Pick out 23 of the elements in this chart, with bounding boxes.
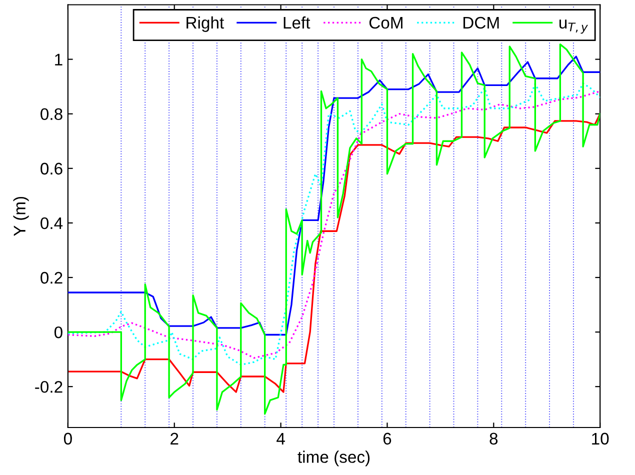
y-tick-label: -0.2 — [35, 380, 62, 393]
y-tick-label: 0.2 — [40, 272, 62, 284]
y-tick-label: 0.6 — [40, 162, 62, 175]
x-tick-label: 2 — [170, 432, 178, 444]
legend-label: Left — [284, 16, 310, 29]
legend-label: DCM — [463, 16, 499, 29]
x-tick-label: 0 — [64, 432, 72, 445]
y-tick-label: 0.8 — [40, 108, 62, 120]
line-series — [68, 56, 600, 336]
line-series — [68, 113, 600, 393]
y-axis-title: Y (m) — [13, 196, 29, 236]
y-tick-label: 0.4 — [40, 217, 63, 230]
y-tick-label: 1 — [55, 54, 62, 66]
x-tick-label: 4 — [276, 432, 285, 444]
x-tick-label: 6 — [383, 432, 392, 445]
x-tick-label: 10 — [592, 432, 609, 445]
x-axis-title: time (sec) — [298, 450, 370, 466]
line-series — [68, 43, 600, 415]
legend-label: Right — [186, 16, 224, 32]
legend-label: CoM — [369, 16, 402, 29]
y-tick-label: 0 — [54, 326, 62, 338]
legend-label: u$_{T,y}$ — [559, 20, 588, 34]
x-tick-label: 8 — [490, 432, 498, 445]
